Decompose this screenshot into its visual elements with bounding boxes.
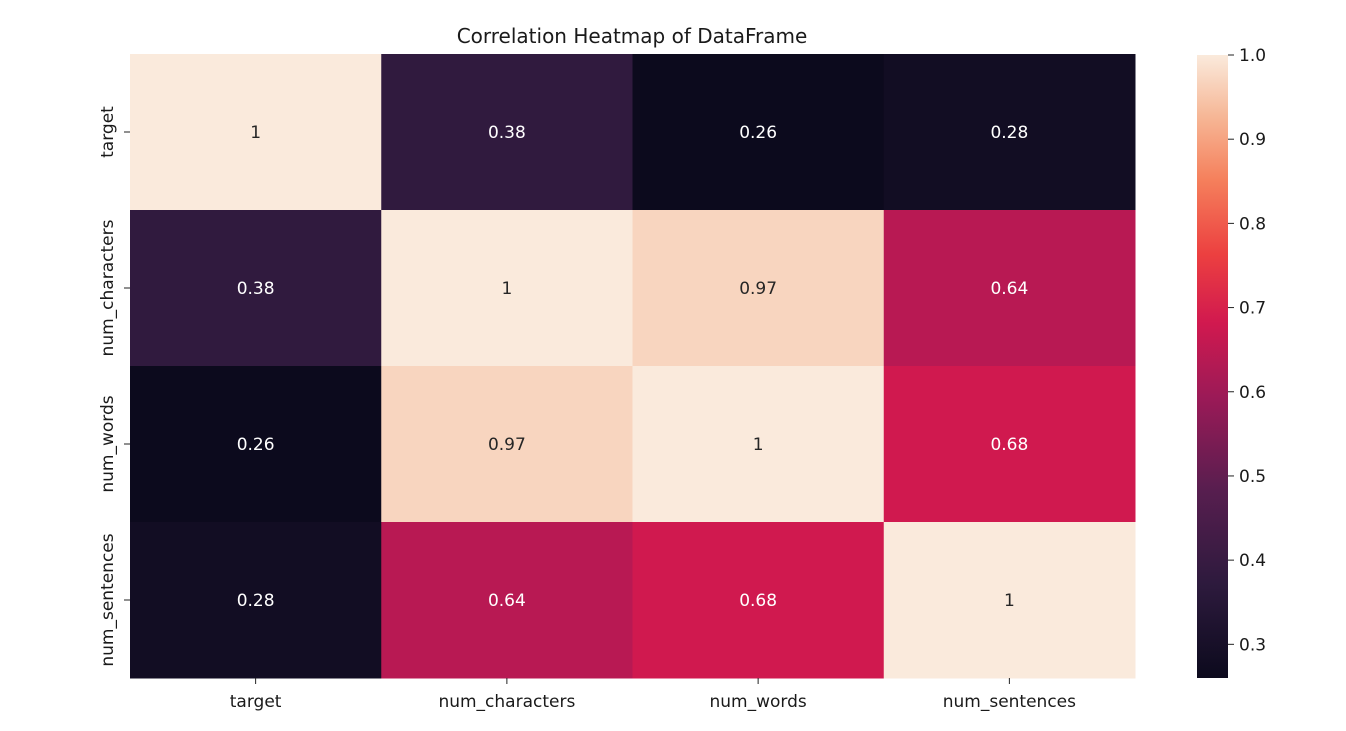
heatmap-cell bbox=[883, 522, 1136, 679]
cell-annotation: 0.68 bbox=[990, 435, 1028, 455]
colorbar-tick-label: 0.7 bbox=[1239, 299, 1266, 319]
colorbar-tick-label: 0.6 bbox=[1239, 383, 1266, 403]
cell-annotation: 0.28 bbox=[990, 123, 1028, 143]
colorbar-tick-label: 0.5 bbox=[1239, 467, 1266, 487]
heatmap-cell bbox=[130, 210, 382, 367]
cell-annotation: 0.97 bbox=[488, 435, 526, 455]
heatmap-cell bbox=[883, 210, 1136, 367]
colorbar-gradient bbox=[1197, 55, 1228, 678]
heatmap-cell bbox=[130, 366, 382, 523]
cell-annotation: 0.26 bbox=[739, 123, 777, 143]
y-tick-label: num_characters bbox=[98, 219, 118, 356]
x-tick-label: num_words bbox=[709, 692, 806, 712]
colorbar: 0.3 0.4 0.5 0.6 0.7 0.8 0.9 1.0 bbox=[1197, 46, 1266, 678]
colorbar-tick-label: 0.9 bbox=[1239, 130, 1266, 150]
heatmap-cell bbox=[632, 522, 885, 679]
cell-annotation: 1 bbox=[753, 435, 764, 455]
heatmap-cell bbox=[130, 522, 382, 679]
y-tick-label: target bbox=[98, 106, 118, 158]
cell-annotation: 1 bbox=[1004, 591, 1015, 611]
heatmap-cell bbox=[632, 366, 885, 523]
heatmap-cell bbox=[130, 54, 382, 211]
cell-annotation: 0.38 bbox=[237, 279, 275, 299]
heatmap-cell bbox=[381, 54, 633, 211]
cell-annotation: 0.28 bbox=[237, 591, 275, 611]
colorbar-tick-label: 0.3 bbox=[1239, 635, 1266, 655]
cell-annotation: 0.38 bbox=[488, 123, 526, 143]
x-tick-label: target bbox=[230, 692, 282, 712]
y-tick-label: num_sentences bbox=[98, 533, 118, 666]
colorbar-tick-label: 1.0 bbox=[1239, 46, 1266, 66]
heatmap-cells: 1 0.38 0.26 0.28 0.38 1 0.97 0.64 0.26 0.97 1 0.68 0… bbox=[130, 54, 1136, 679]
cell-annotation: 1 bbox=[501, 279, 512, 299]
heatmap-cell bbox=[381, 522, 633, 679]
heatmap-cell bbox=[632, 54, 885, 211]
x-tick-label: num_characters bbox=[438, 692, 575, 712]
cell-annotation: 0.97 bbox=[739, 279, 777, 299]
cell-annotation: 0.64 bbox=[488, 591, 526, 611]
cell-annotation: 1 bbox=[250, 123, 261, 143]
y-tick-label: num_words bbox=[98, 395, 118, 492]
colorbar-tick-label: 0.4 bbox=[1239, 551, 1266, 571]
cell-annotation: 0.26 bbox=[237, 435, 275, 455]
heatmap-cell bbox=[883, 54, 1136, 211]
cell-annotation: 0.68 bbox=[739, 591, 777, 611]
colorbar-tick-label: 0.8 bbox=[1239, 214, 1266, 234]
cell-annotation: 0.64 bbox=[990, 279, 1028, 299]
heatmap-cell bbox=[381, 366, 633, 523]
y-axis: target num_characters num_words num_sentenc… bbox=[98, 106, 130, 667]
heatmap-cell bbox=[632, 210, 885, 367]
chart-title: Correlation Heatmap of DataFrame bbox=[457, 24, 808, 48]
x-tick-label: num_sentences bbox=[943, 692, 1076, 712]
x-axis: target num_characters num_words num_sentenc… bbox=[230, 678, 1076, 712]
heatmap-cell bbox=[381, 210, 633, 367]
heatmap-cell bbox=[883, 366, 1136, 523]
